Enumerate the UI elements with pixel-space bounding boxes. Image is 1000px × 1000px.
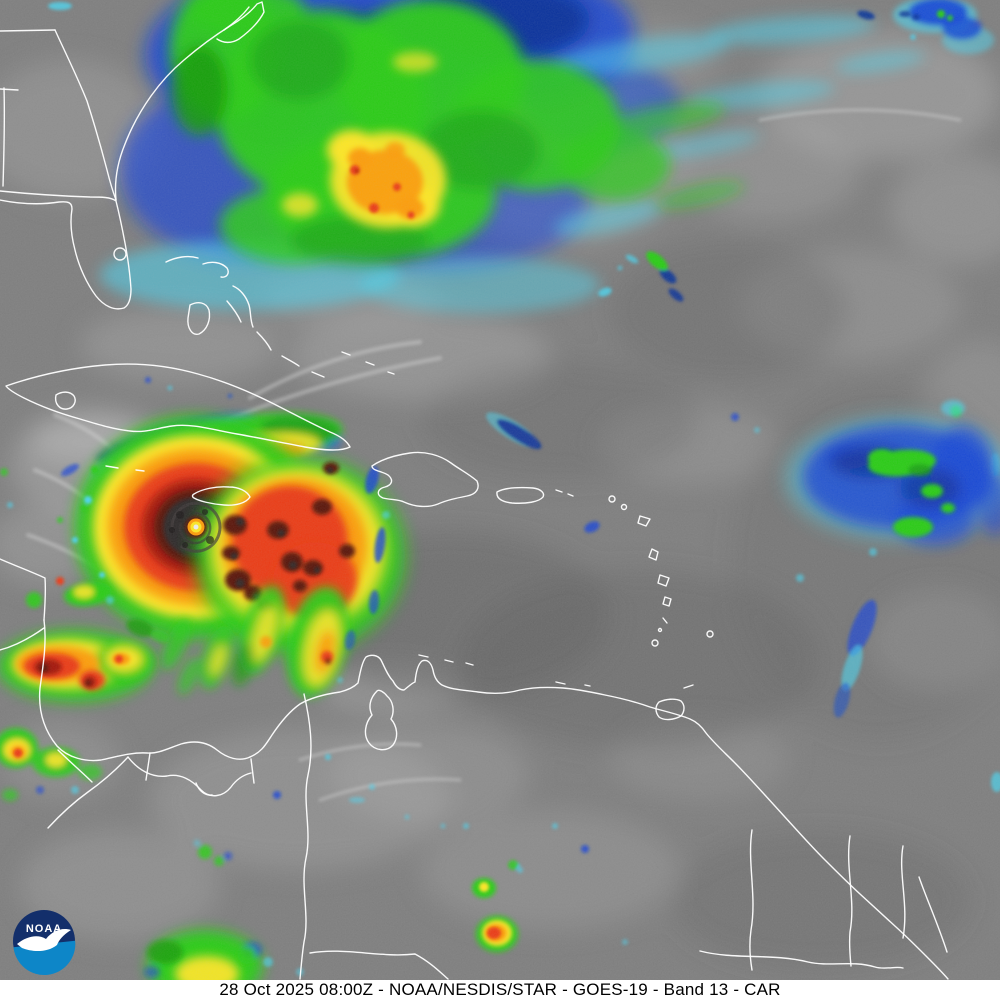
cuba-coastline (5, 363, 351, 472)
puerto-rico-coastline (496, 486, 545, 504)
noaa-gull-icon (17, 929, 71, 952)
south-america-borders (299, 693, 948, 980)
caption-bar: 28 Oct 2025 08:00Z - NOAA/NESDIS/STAR - … (0, 980, 1000, 1000)
bahamas-outlines (165, 255, 395, 378)
lake-okeechobee (113, 247, 127, 261)
us-southeast-coastline (0, 1, 265, 201)
south-america-coastline (249, 654, 949, 980)
florida-coastline (0, 190, 132, 310)
coastlines-overlay (0, 1, 949, 980)
noaa-logo: NOAA (13, 910, 76, 975)
central-america-coastline (0, 558, 255, 829)
caption-text: 28 Oct 2025 08:00Z - NOAA/NESDIS/STAR - … (219, 980, 781, 999)
noaa-logo-text: NOAA (26, 923, 62, 935)
jamaica-coastline (191, 486, 251, 506)
hispaniola-coastline (371, 451, 479, 508)
